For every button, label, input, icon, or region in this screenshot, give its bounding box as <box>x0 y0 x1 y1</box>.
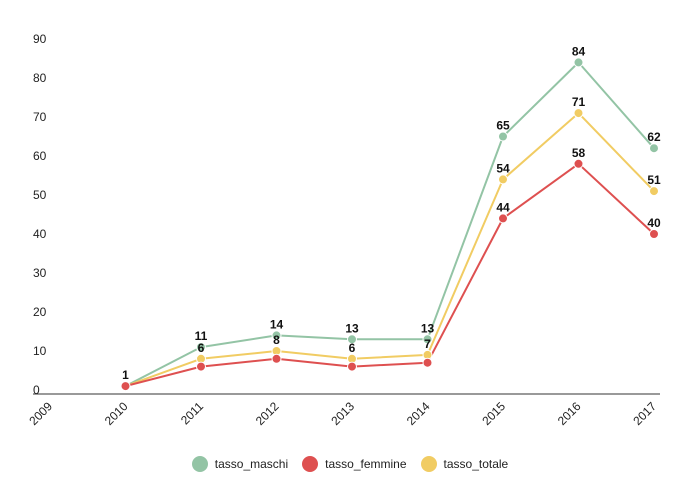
data-point-tasso_femmine <box>196 361 206 372</box>
x-axis-ticks: 2009 2010 2011 2012 2013 2014 2015 2016 2017 <box>26 399 659 428</box>
data-label-tasso_maschi: 11 <box>195 329 208 343</box>
data-label-tasso_femmine: 44 <box>496 200 510 214</box>
data-label-tasso_totale: 7 <box>424 337 431 351</box>
data-label-tasso_maschi: 13 <box>345 321 359 335</box>
data-label-tasso_maschi: 65 <box>496 119 510 133</box>
data-label-tasso_totale: 51 <box>647 173 661 187</box>
series-points <box>120 57 659 392</box>
data-point-tasso_maschi <box>498 131 508 142</box>
data-point-tasso_maschi <box>347 334 357 345</box>
series-line-tasso_femmine <box>125 162 655 388</box>
x-tick-label: 2016 <box>555 399 584 428</box>
y-tick-label: 60 <box>33 149 47 163</box>
data-point-tasso_femmine <box>649 229 659 239</box>
data-point-tasso_totale <box>498 174 508 185</box>
y-tick-label: 50 <box>33 188 47 202</box>
y-tick-label: 0 <box>33 383 40 397</box>
legend-label: tasso_femmine <box>325 457 407 471</box>
y-tick-label: 10 <box>33 344 47 358</box>
legend-label: tasso_totale <box>443 457 509 471</box>
data-point-tasso_maschi <box>573 57 584 68</box>
chart-legend: tasso_maschi tasso_femmine tasso_totale <box>0 452 700 476</box>
data-label-tasso_femmine: 58 <box>572 146 586 160</box>
y-tick-label: 70 <box>33 110 47 124</box>
legend-swatch <box>191 456 208 472</box>
data-point-tasso_femmine <box>120 381 131 392</box>
x-tick-label: 2012 <box>253 399 282 428</box>
x-tick-label: 2010 <box>102 399 131 428</box>
series-line-tasso_totale <box>125 112 655 388</box>
data-label-tasso_totale: 6 <box>198 341 205 355</box>
data-point-tasso_femmine <box>271 353 282 364</box>
legend-item-tasso_totale[interactable]: tasso_totale <box>420 456 509 472</box>
legend-item-tasso_femmine[interactable]: tasso_femmine <box>302 456 407 472</box>
series-line-tasso_maschi <box>125 61 655 387</box>
data-label-tasso_totale: 71 <box>572 95 586 109</box>
legend-item-tasso_maschi[interactable]: tasso_maschi <box>191 456 289 472</box>
legend-swatch <box>420 456 437 472</box>
legend-label: tasso_maschi <box>214 457 289 471</box>
legend-swatch <box>302 456 319 472</box>
data-point-tasso_femmine <box>573 158 584 169</box>
data-label-tasso_totale: 8 <box>273 333 280 347</box>
data-labels: 11 14 13 13 65 84 62 44 58 40 1 6 8 6 7 54 71 51 <box>122 44 661 382</box>
x-tick-label: 2009 <box>26 399 55 428</box>
data-point-tasso_femmine <box>347 361 357 372</box>
x-tick-label: 2015 <box>479 399 508 428</box>
data-label-tasso_totale: 1 <box>122 368 129 382</box>
x-tick-label: 2017 <box>630 399 659 428</box>
series-lines <box>125 61 655 388</box>
data-point-tasso_maschi <box>196 342 206 353</box>
data-label-tasso_maschi: 62 <box>647 130 661 144</box>
data-point-tasso_femmine <box>498 213 508 224</box>
y-tick-label: 90 <box>33 32 47 46</box>
data-point-tasso_maschi <box>422 334 433 345</box>
data-point-tasso_femmine <box>422 357 433 368</box>
y-tick-label: 30 <box>33 266 47 280</box>
data-label-tasso_totale: 54 <box>496 161 510 175</box>
data-label-tasso_totale: 6 <box>349 341 356 355</box>
data-point-tasso_totale <box>573 108 584 119</box>
x-tick-label: 2013 <box>328 399 357 428</box>
data-label-tasso_maschi: 13 <box>421 321 435 335</box>
data-point-tasso_maschi <box>649 143 659 154</box>
x-tick-label: 2011 <box>178 399 206 427</box>
y-tick-label: 20 <box>33 305 47 319</box>
data-label-tasso_maschi: 84 <box>572 44 586 58</box>
x-tick-label: 2014 <box>404 399 433 428</box>
data-point-tasso_totale <box>649 186 659 197</box>
y-axis-ticks: 0 10 20 30 40 50 60 70 80 90 <box>33 32 47 397</box>
data-point-tasso_maschi <box>271 330 282 341</box>
data-label-tasso_maschi: 14 <box>270 317 284 331</box>
y-tick-label: 40 <box>33 227 47 241</box>
data-label-tasso_femmine: 40 <box>647 216 661 230</box>
y-tick-label: 80 <box>33 71 47 85</box>
